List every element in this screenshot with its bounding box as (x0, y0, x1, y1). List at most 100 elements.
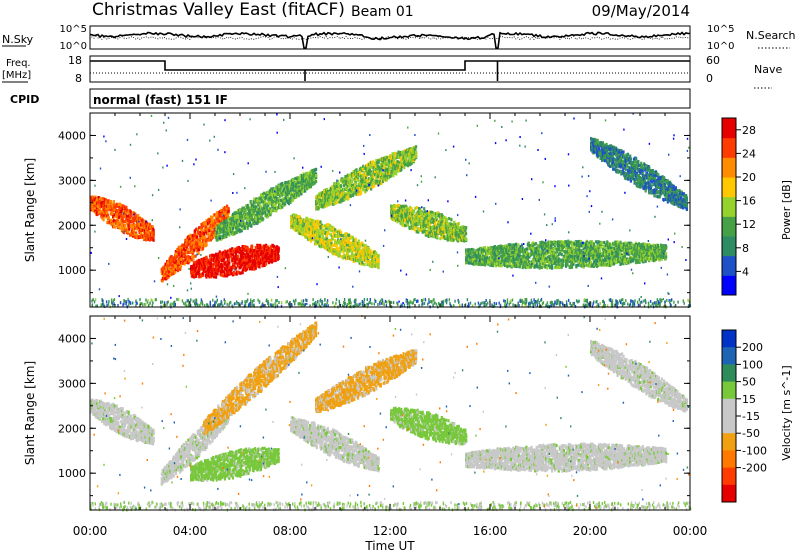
data-cell (340, 233, 343, 238)
data-cell (247, 218, 250, 222)
data-cell (262, 256, 265, 260)
data-cell (230, 272, 233, 276)
data-cell (129, 215, 132, 220)
data-cell (198, 230, 201, 234)
data-cell (226, 263, 229, 267)
data-cell (210, 258, 213, 262)
data-cell (248, 254, 251, 259)
data-cell (197, 264, 200, 268)
data-cell (210, 235, 213, 239)
data-cell (125, 205, 128, 209)
data-cell (190, 255, 194, 259)
data-cell (234, 257, 237, 261)
data-cell (101, 216, 104, 220)
data-cell (134, 231, 138, 235)
data-cell (164, 262, 167, 266)
data-cell (249, 257, 252, 261)
data-cell (198, 226, 201, 230)
data-cell (251, 218, 254, 222)
data-cell (212, 264, 215, 268)
data-cell (190, 247, 193, 251)
data-cell (268, 192, 271, 197)
data-cell (250, 259, 253, 263)
data-cell (270, 257, 273, 261)
data-cell (319, 220, 322, 224)
data-cell (256, 198, 259, 203)
data-cell (234, 223, 238, 227)
data-cell (281, 181, 284, 186)
data-cell (267, 190, 270, 194)
data-cell (206, 259, 210, 263)
data-cell (120, 203, 123, 207)
data-cell (114, 208, 117, 212)
data-cell (130, 233, 133, 237)
data-cell (286, 181, 289, 185)
data-cell (269, 213, 272, 217)
data-cell (237, 264, 240, 268)
data-cell (239, 214, 242, 218)
nave-label: Nave (754, 63, 782, 76)
data-cell (232, 214, 235, 218)
data-cell (107, 221, 110, 225)
data-cell (198, 248, 201, 252)
data-cell (193, 241, 196, 245)
data-cell (184, 258, 187, 262)
data-cell (98, 206, 101, 210)
data-cell (243, 257, 246, 261)
data-cell (112, 222, 115, 226)
data-cell (242, 251, 245, 256)
nsearch-tick-bottom: 10^0 (707, 41, 734, 52)
data-cell (206, 237, 209, 241)
data-cell (95, 197, 99, 201)
data-cell (270, 201, 273, 205)
data-cell (246, 214, 249, 218)
data-cell (177, 257, 180, 261)
data-cell (267, 210, 271, 214)
data-cell (237, 256, 240, 260)
data-cell (193, 273, 196, 277)
freq-series (90, 60, 690, 81)
freq-tick-bottom: 8 (75, 72, 82, 85)
data-cell (176, 247, 179, 252)
data-cell (220, 266, 224, 270)
data-cell (256, 244, 260, 248)
data-cell (272, 199, 275, 204)
data-cell (287, 188, 290, 192)
data-cell (196, 268, 199, 272)
data-cell (231, 226, 235, 230)
data-cell (187, 250, 190, 254)
data-cell (137, 214, 140, 218)
data-cell (242, 255, 246, 259)
data-cell (108, 207, 111, 211)
data-cell (327, 231, 330, 235)
data-cell (237, 208, 240, 212)
data-cell (251, 246, 254, 250)
date-label: 09/May/2014 (592, 2, 690, 20)
data-cell (238, 228, 241, 232)
data-cell (211, 253, 214, 257)
data-cell (361, 261, 364, 265)
data-cell (121, 206, 124, 210)
data-cell (118, 226, 121, 230)
freq-tick-top: 18 (68, 54, 82, 67)
data-cell (243, 264, 246, 269)
data-cell (223, 220, 226, 224)
data-cell (112, 224, 115, 228)
data-cell (231, 247, 234, 251)
data-cell (215, 215, 218, 219)
data-cell (151, 237, 154, 241)
data-cell (254, 266, 257, 270)
data-cell (193, 248, 196, 252)
data-cell (195, 272, 198, 276)
power-data-cells (90, 112, 691, 309)
data-cell (214, 224, 217, 228)
data-cell (166, 267, 169, 271)
data-cell (400, 204, 403, 208)
data-cell (145, 221, 149, 225)
data-cell (98, 197, 101, 201)
data-cell (163, 269, 166, 273)
data-cell (138, 235, 141, 239)
data-cell (194, 260, 197, 265)
data-cell (267, 203, 270, 207)
data-cell (254, 249, 257, 253)
